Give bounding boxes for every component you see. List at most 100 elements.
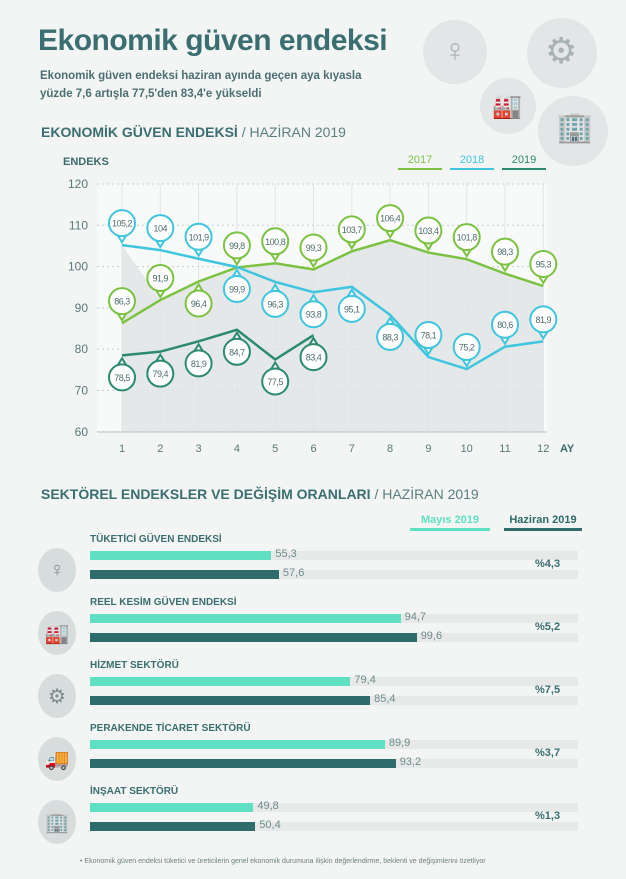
data-label: 106,4 [380, 214, 401, 224]
data-marker-2018: 88,3 [376, 316, 405, 351]
data-marker-2017: 95,3 [529, 250, 558, 285]
data-marker-2019: 77,5 [261, 360, 290, 396]
data-marker-2018: 93,8 [299, 293, 328, 329]
data-marker-2017: 103,7 [337, 215, 366, 251]
y-tick-label: 80 [75, 342, 89, 356]
sector-label: İNŞAAT SEKTÖRÜ [90, 786, 179, 797]
value-june: 50,4 [259, 819, 281, 831]
data-marker-2018: 105,2 [108, 209, 136, 245]
subtitle-line-1: Ekonomik güven endeksi haziran ayında ge… [40, 70, 362, 82]
bar-track [90, 803, 578, 812]
data-label: 83,4 [306, 353, 322, 363]
data-marker-2019: 84,7 [222, 330, 251, 366]
data-marker-2017: 98,3 [491, 237, 519, 273]
bar-june [90, 759, 396, 768]
sector-title: SEKTÖREL ENDEKSLER VE DEĞİŞİM ORANLARI /… [41, 486, 479, 502]
chart-title: EKONOMİK GÜVEN ENDEKSİ / HAZİRAN 2019 [41, 124, 346, 140]
data-label: 80,6 [497, 320, 513, 330]
shopper-icon: ♀ [423, 20, 487, 84]
legend-june: Haziran 2019 [504, 514, 582, 531]
y-tick-label: 60 [75, 425, 89, 439]
data-marker-2017: 106,4 [376, 204, 405, 240]
data-marker-2019: 81,9 [184, 342, 213, 378]
data-label: 79,4 [153, 369, 169, 379]
bar-track [90, 822, 578, 831]
x-tick-label: 10 [461, 443, 473, 455]
sector-label: TÜKETİCİ GÜVEN ENDEKSİ [90, 534, 222, 545]
footnote: • Ekonomik güven endeksi tüketici ve üre… [80, 858, 486, 865]
data-label: 95,1 [344, 304, 360, 314]
data-label: 103,7 [342, 225, 363, 235]
sector-label: HİZMET SEKTÖRÜ [90, 660, 179, 671]
bar-june [90, 696, 371, 705]
y-tick-label: 120 [68, 177, 88, 191]
value-june: 57,6 [282, 567, 305, 579]
x-tick-label: 8 [387, 443, 393, 455]
data-marker-2017: 103,4 [414, 216, 443, 252]
y-tick-label: 90 [75, 301, 89, 315]
data-label: 75,2 [459, 343, 475, 353]
x-tick-label: 3 [196, 443, 202, 455]
data-label: 99,8 [229, 241, 245, 251]
data-marker-2018: 81,9 [529, 305, 558, 341]
value-may: 55,3 [275, 548, 297, 560]
bar-june [90, 570, 279, 579]
change-percent: %5,2 [535, 621, 561, 633]
shopper-icon: ♀ [38, 548, 76, 592]
factory-icon: 🏭 [38, 611, 76, 655]
value-may: 49,8 [257, 800, 279, 812]
truck-icon: 🚚 [38, 737, 76, 781]
bar-may [90, 803, 254, 812]
series-line-2017 [121, 238, 544, 325]
data-label: 91,9 [153, 274, 169, 284]
gears-icon: ⚙ [527, 18, 597, 88]
legend-may: Mayıs 2019 [410, 514, 490, 531]
data-marker-2017: 86,3 [108, 287, 136, 323]
value-june: 99,6 [420, 630, 443, 642]
x-tick-label: 1 [119, 443, 125, 455]
data-marker-2017: 96,4 [184, 282, 213, 318]
x-tick-label: 6 [310, 443, 316, 455]
sector-label: REEL KESİM GÜVEN ENDEKSİ [90, 597, 237, 608]
data-marker-2017: 100,8 [261, 227, 290, 263]
data-marker-2017: 99,3 [299, 233, 328, 269]
data-marker-2019: 83,4 [299, 336, 328, 372]
change-percent: %4,3 [535, 558, 561, 570]
bar-may [90, 677, 351, 686]
factory-icon: 🏭 [480, 78, 536, 134]
building-icon: 🏢 [38, 800, 76, 844]
data-marker-2018: 95,1 [337, 287, 366, 323]
data-label: 105,2 [112, 219, 133, 229]
sector-label: PERAKENDE TİCARET SEKTÖRÜ [90, 723, 251, 734]
data-marker-2018: 101,9 [184, 222, 213, 258]
data-label: 98,3 [497, 247, 513, 257]
page-title: Ekonomik güven endeksi [38, 24, 388, 57]
data-marker-2018: 104 [146, 214, 175, 249]
data-marker-2017: 99,8 [222, 231, 251, 267]
x-tick-label: 4 [234, 443, 240, 455]
data-marker-2018: 99,9 [222, 268, 251, 304]
gears-icon: ⚙ [38, 674, 76, 718]
chart-title-bold: EKONOMİK GÜVEN ENDEKSİ [41, 124, 238, 140]
chart-title-light: / HAZİRAN 2019 [241, 124, 346, 140]
change-percent: %1,3 [535, 810, 561, 822]
bar-track [90, 551, 578, 560]
sector-title-light: / HAZİRAN 2019 [374, 486, 479, 502]
data-label: 88,3 [382, 332, 398, 342]
value-june: 85,4 [374, 693, 396, 705]
data-marker-2019: 79,4 [146, 352, 175, 388]
bar-may [90, 551, 272, 560]
subtitle-line-2: yüzde 7,6 artışla 77,5'den 83,4'e yüksel… [40, 88, 262, 100]
data-marker-2018: 75,2 [452, 333, 481, 368]
data-marker-2019: 78,5 [108, 356, 136, 392]
data-label: 103,4 [418, 226, 439, 236]
data-marker-2018: 80,6 [491, 310, 519, 346]
value-may: 94,7 [404, 611, 427, 623]
x-tick-label: 9 [425, 443, 431, 455]
data-label: 78,5 [114, 373, 130, 383]
bar-june [90, 822, 256, 831]
x-tick-label: 7 [349, 443, 355, 455]
data-label: 99,9 [229, 285, 245, 295]
data-label: 86,3 [114, 297, 130, 307]
